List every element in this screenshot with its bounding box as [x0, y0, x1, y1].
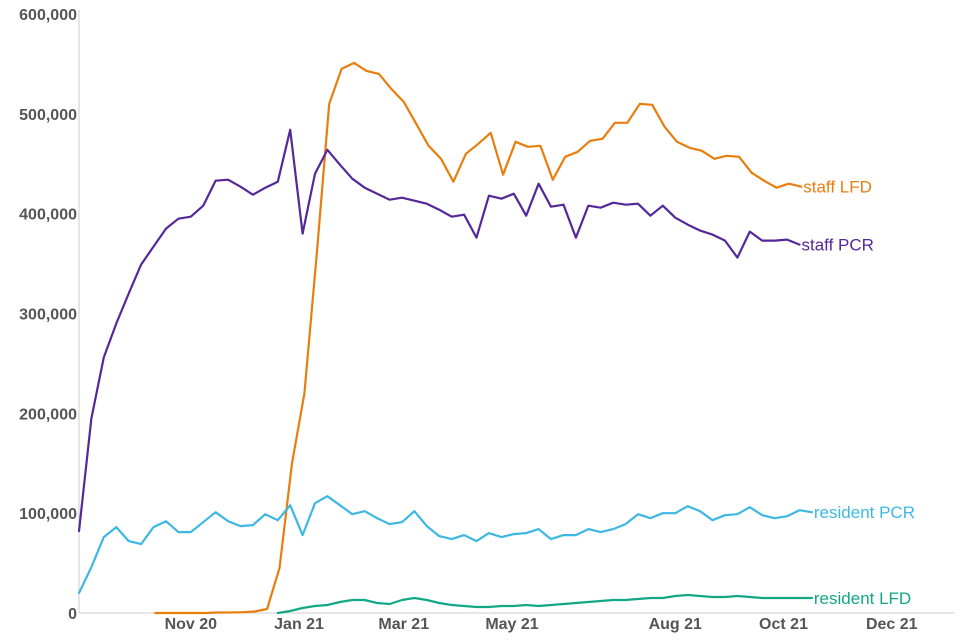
y-tick-label: 600,000 — [19, 7, 77, 24]
x-tick-label: Nov 20 — [165, 616, 218, 633]
y-tick-label: 300,000 — [19, 307, 77, 324]
y-tick-label: 200,000 — [19, 406, 77, 423]
y-tick-label: 500,000 — [19, 107, 77, 124]
x-tick-label: Oct 21 — [759, 616, 808, 633]
series-label: staff LFD — [803, 178, 872, 197]
series-label: resident PCR — [814, 503, 915, 522]
x-tick-label: Dec 21 — [866, 616, 918, 633]
y-tick-label: 100,000 — [19, 506, 77, 523]
y-tick-label: 400,000 — [19, 207, 77, 224]
x-tick-label: Aug 21 — [649, 616, 702, 633]
x-tick-label: May 21 — [485, 616, 538, 633]
y-tick-labels: 0 100,000 200,000 300,000 400,000 500,000 600,… — [19, 7, 77, 623]
x-tick-label: Jan 21 — [274, 616, 324, 633]
series-labels: staff LFD staff PCR resident PCR resident L… — [801, 178, 915, 608]
series-label: staff PCR — [801, 236, 873, 255]
x-tick-label: Mar 21 — [378, 616, 429, 633]
series-label: resident LFD — [814, 589, 911, 608]
series-line-resident-lfd — [276, 593, 813, 615]
x-tick-labels: Nov 20 Jan 21 Mar 21 May 21 Aug 21 Oct 21 Dec … — [165, 616, 918, 633]
series-lines — [77, 61, 813, 615]
series-line-resident-pcr — [77, 495, 813, 595]
series-line-staff-lfd — [154, 61, 803, 615]
y-tick-label: 0 — [68, 606, 77, 623]
axes — [78, 10, 955, 614]
series-line-staff-pcr — [77, 128, 801, 533]
